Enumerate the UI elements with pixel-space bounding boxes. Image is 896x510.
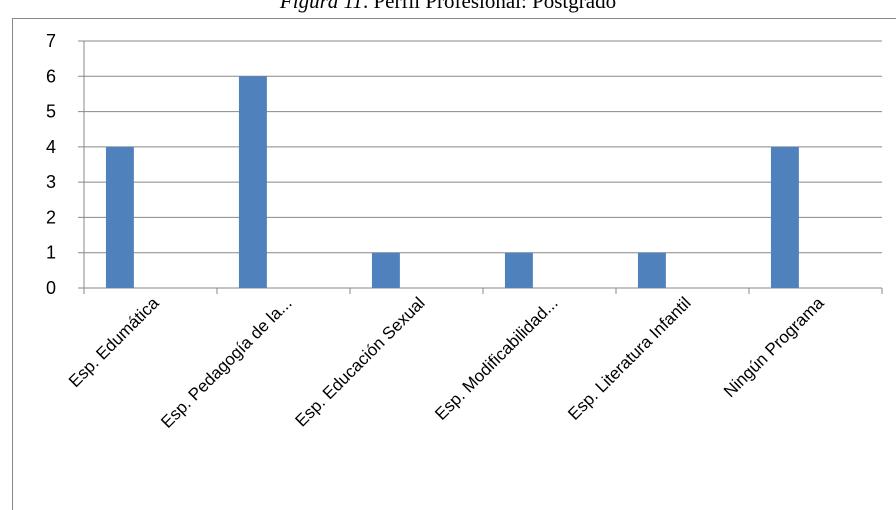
- bar: [105, 146, 134, 288]
- bar: [770, 146, 799, 288]
- y-tick-label: 4: [46, 137, 56, 157]
- bar: [371, 252, 400, 288]
- y-tick-label: 6: [46, 66, 56, 86]
- chart-frame: [12, 18, 896, 510]
- bar: [637, 252, 666, 288]
- figure-label: Figura 11: [279, 0, 363, 13]
- y-tick-label: 2: [46, 207, 56, 227]
- y-tick-label: 5: [46, 102, 56, 122]
- y-tick-label: 7: [46, 31, 56, 51]
- y-tick-label: 0: [46, 278, 56, 298]
- y-tick-label: 3: [46, 172, 56, 192]
- bar: [238, 76, 267, 289]
- y-tick-label: 1: [46, 243, 56, 263]
- chart-title: Figura 11. Perfil Profesional: Postgrado: [279, 0, 616, 13]
- title-text: . Perfil Profesional: Postgrado: [363, 0, 616, 13]
- bar: [504, 252, 533, 288]
